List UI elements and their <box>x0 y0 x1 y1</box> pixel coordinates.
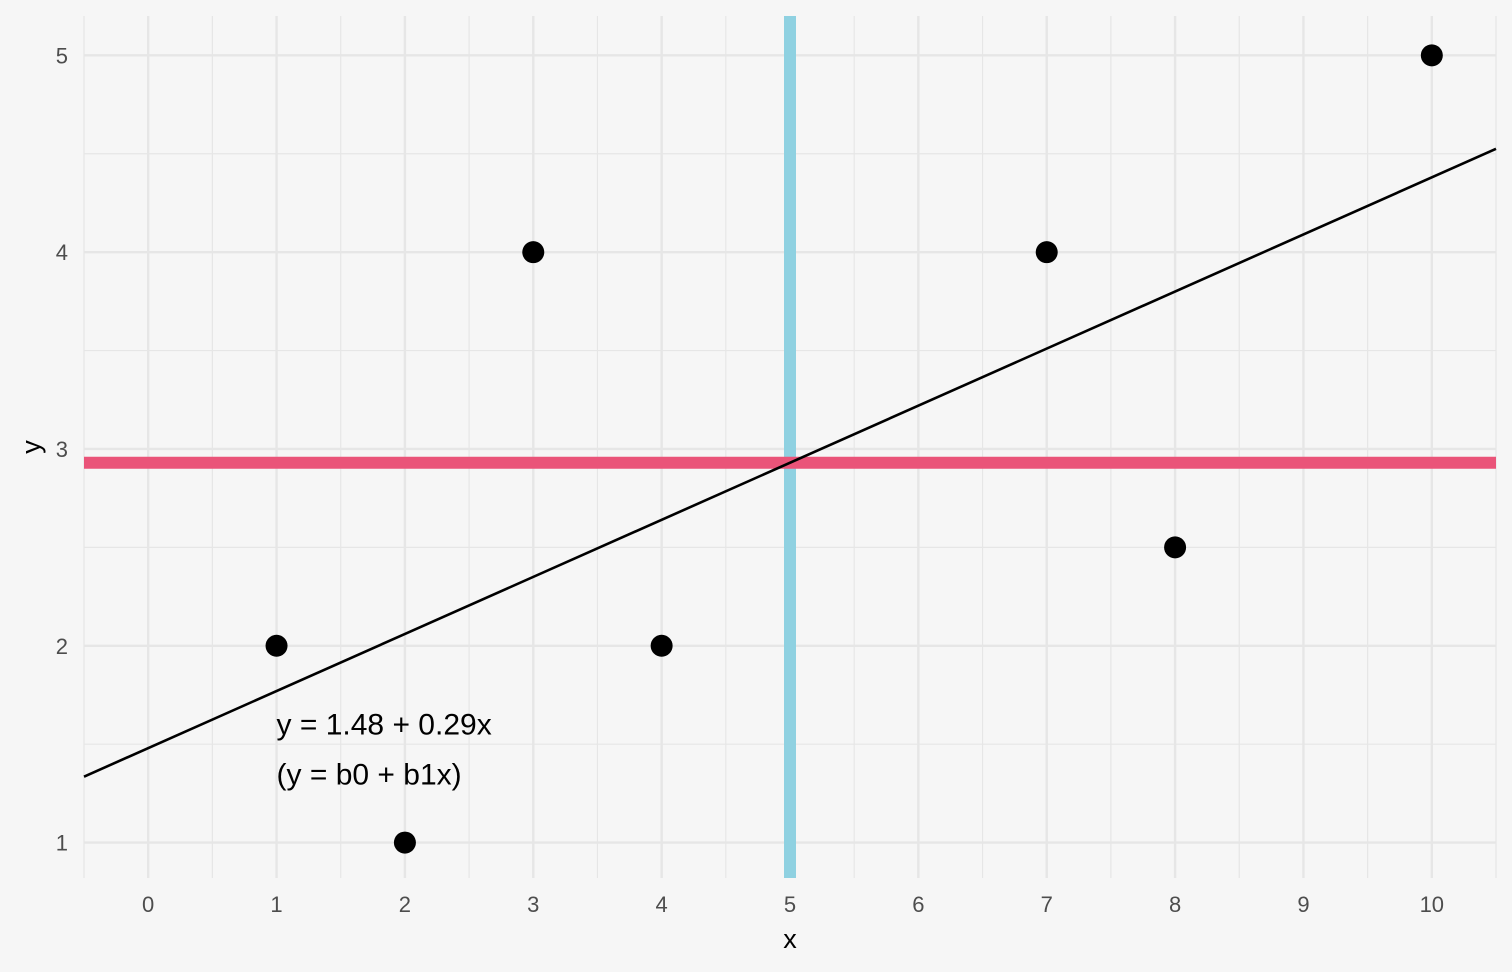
x-tick-label: 5 <box>784 892 796 917</box>
x-tick-label: 7 <box>1041 892 1053 917</box>
data-point <box>1420 44 1443 67</box>
x-tick-label: 6 <box>912 892 924 917</box>
data-point <box>1035 241 1058 264</box>
y-tick-labels: 1 2 3 4 5 <box>56 43 68 855</box>
x-tick-label: 4 <box>656 892 668 917</box>
annotation-formula: (y = b0 + b1x) <box>277 758 462 791</box>
data-point <box>393 831 416 854</box>
y-tick-label: 5 <box>56 43 68 68</box>
data-point <box>265 634 288 657</box>
data-points <box>265 44 1443 854</box>
x-tick-label: 3 <box>527 892 539 917</box>
annotation-equation: y = 1.48 + 0.29x <box>277 708 492 741</box>
x-axis-title: x <box>783 924 797 954</box>
y-tick-label: 1 <box>56 831 68 856</box>
y-axis-title: y <box>16 440 46 454</box>
y-tick-label: 3 <box>56 437 68 462</box>
data-point <box>522 241 545 264</box>
x-tick-label: 1 <box>270 892 282 917</box>
x-tick-label: 8 <box>1169 892 1181 917</box>
x-tick-label: 10 <box>1420 892 1444 917</box>
y-tick-label: 4 <box>56 240 68 265</box>
data-point <box>1164 536 1187 559</box>
data-point <box>650 634 673 657</box>
y-tick-label: 2 <box>56 634 68 659</box>
x-tick-label: 9 <box>1297 892 1309 917</box>
x-tick-label: 0 <box>142 892 154 917</box>
x-tick-labels: 0 1 2 3 4 5 6 7 8 9 10 <box>142 892 1444 917</box>
regression-line <box>83 147 1497 778</box>
x-tick-label: 2 <box>399 892 411 917</box>
